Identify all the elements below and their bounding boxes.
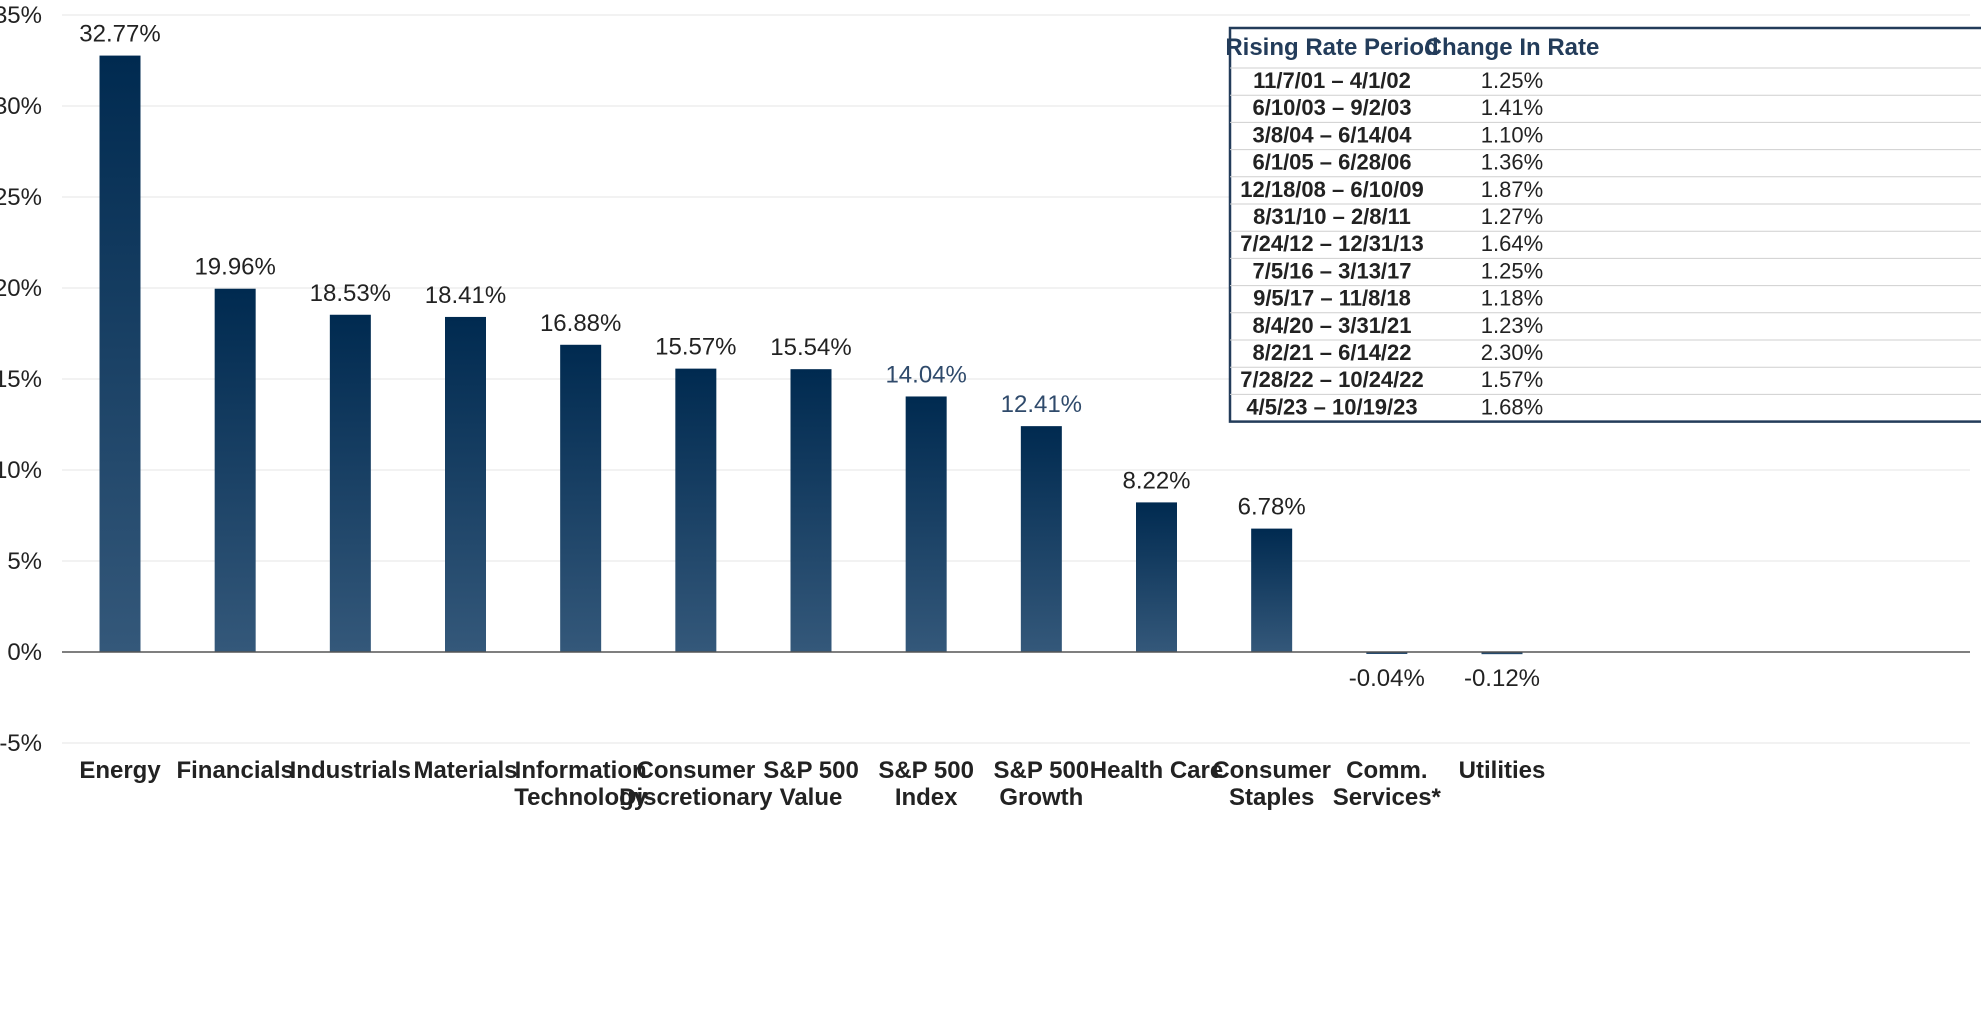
category-label: Energy [79,757,161,784]
table-cell-change: 1.41% [1481,95,1543,120]
grid-lines [62,14,1970,744]
y-tick-label: 20% [0,275,42,302]
y-tick-label: 25% [0,184,42,211]
table-cell-period: 12/18/08 – 6/10/09 [1240,177,1424,202]
data-label: -0.04% [1349,665,1425,692]
table-cell-period: 3/8/04 – 6/14/04 [1252,122,1412,147]
category-label: Industrials [290,757,411,784]
y-tick-label: -5% [0,730,42,757]
table-cell-change: 1.64% [1481,231,1543,256]
data-label: 16.88% [540,310,621,337]
data-label: -0.12% [1464,665,1540,692]
category-label: Consumer Staples [1212,757,1331,811]
y-tick-label: 0% [7,639,42,666]
table-cell-period: 8/2/21 – 6/14/22 [1252,340,1411,365]
category-label: Financials [176,757,293,784]
category-label: Materials [413,757,517,784]
bar [905,396,947,652]
bar [329,314,371,652]
table-cell-period: 8/31/10 – 2/8/11 [1253,204,1411,229]
table-cell-period: 11/7/01 – 4/1/02 [1253,68,1411,93]
data-label: 19.96% [194,254,275,281]
data-label: 14.04% [885,361,966,388]
table-cell-period: 7/28/22 – 10/24/22 [1240,367,1424,392]
bar [1020,426,1062,652]
table-cell-period: 6/1/05 – 6/28/06 [1252,150,1411,175]
y-tick-label: 30% [0,93,42,120]
category-label: Health Care [1090,757,1223,784]
table-cell-period: 7/24/12 – 12/31/13 [1240,231,1424,256]
bar [790,369,832,652]
data-label: 6.78% [1238,494,1306,521]
data-label: 8.22% [1122,467,1190,494]
table-cell-period: 9/5/17 – 11/8/18 [1253,286,1411,311]
table-header-period: Rising Rate Period [1225,34,1438,61]
data-label: 32.77% [79,21,160,48]
category-label: S&P 500 Index [878,757,974,811]
bars [99,55,1523,655]
y-tick-label: 35% [0,2,42,29]
table-cell-change: 1.27% [1481,204,1543,229]
category-label: Comm. Services* [1333,757,1442,811]
table-cell-change: 1.36% [1481,150,1543,175]
table-cell-period: 6/10/03 – 9/2/03 [1252,95,1411,120]
table-cell-change: 1.57% [1481,367,1543,392]
bar [1251,528,1293,652]
data-label: 18.53% [310,280,391,307]
data-label: 15.57% [655,334,736,361]
table-cell-change: 1.25% [1481,68,1543,93]
category-label: Consumer Discretionary [619,757,773,811]
category-label: Information Technology [514,757,648,811]
y-tick-label: 15% [0,366,42,393]
table-cell-period: 4/5/23 – 10/19/23 [1246,394,1417,419]
table-frame [1228,26,1981,423]
table-cell-change: 1.87% [1481,177,1543,202]
bar [1366,652,1408,654]
table-cell-change: 1.68% [1481,394,1543,419]
data-label: 12.41% [1001,391,1082,418]
bar [1136,502,1177,652]
y-tick-label: 10% [0,457,42,484]
bar [1481,652,1523,655]
table-header-change: Change In Rate [1425,34,1600,61]
y-axis-ticks: -5% 0% 5% 10% 15% 20% 25% 30% 35% [0,2,42,757]
bar [445,316,486,652]
category-label: S&P 500 Value [763,757,859,811]
bar [560,344,602,652]
data-label: 15.54% [770,334,851,361]
category-label: S&P 500 Growth [994,757,1090,811]
bar [99,55,141,652]
table-cell-change: 1.25% [1481,258,1543,283]
table-cell-change: 1.10% [1481,122,1543,147]
table-cell-period: 8/4/20 – 3/31/21 [1252,313,1411,338]
category-label: Utilities [1459,757,1546,784]
table-cell-period: 7/5/16 – 3/13/17 [1252,258,1411,283]
table-cell-change: 1.23% [1481,313,1543,338]
bar [214,288,256,652]
bar [675,368,717,652]
y-tick-label: 5% [7,548,42,575]
table-cell-change: 1.18% [1481,286,1543,311]
table-cell-change: 2.30% [1481,340,1543,365]
data-labels: 32.77% 19.96% 18.53% 18.41% 16.88% 15.57% 15.5… [79,21,1540,692]
data-label: 18.41% [425,282,506,309]
